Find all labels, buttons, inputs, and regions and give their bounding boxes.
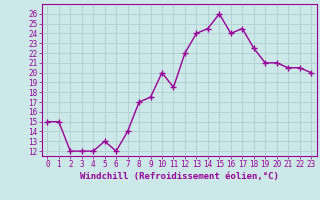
X-axis label: Windchill (Refroidissement éolien,°C): Windchill (Refroidissement éolien,°C) (80, 172, 279, 181)
